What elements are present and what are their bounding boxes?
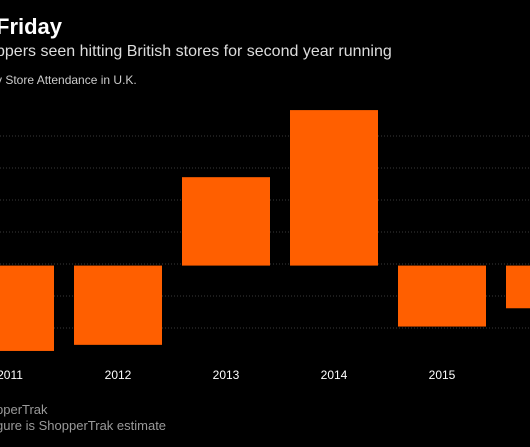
bar-2013	[182, 177, 270, 266]
bar-2014	[290, 110, 378, 266]
chart-note: gure is ShopperTrak estimate	[0, 418, 167, 433]
bar-2015	[398, 265, 486, 327]
bar-2012	[74, 265, 162, 345]
x-tick-label-2012: 2012	[105, 368, 132, 382]
bar-2011	[0, 265, 54, 351]
chart-subtitle: ppers seen hitting British stores for se…	[0, 43, 392, 60]
chart-source: pperTrak	[0, 402, 48, 417]
chart-series-label: y Store Attendance in U.K.	[0, 73, 137, 87]
bar-2016	[506, 265, 530, 309]
chart-title: Friday	[0, 14, 63, 39]
x-tick-labels: 201120122013201420152	[0, 368, 456, 382]
x-tick-label-2011: 2011	[0, 368, 23, 382]
x-tick-label-2015: 2015	[429, 368, 456, 382]
x-tick-label-2014: 2014	[321, 368, 348, 382]
x-tick-label-2013: 2013	[213, 368, 240, 382]
bars	[0, 110, 530, 351]
